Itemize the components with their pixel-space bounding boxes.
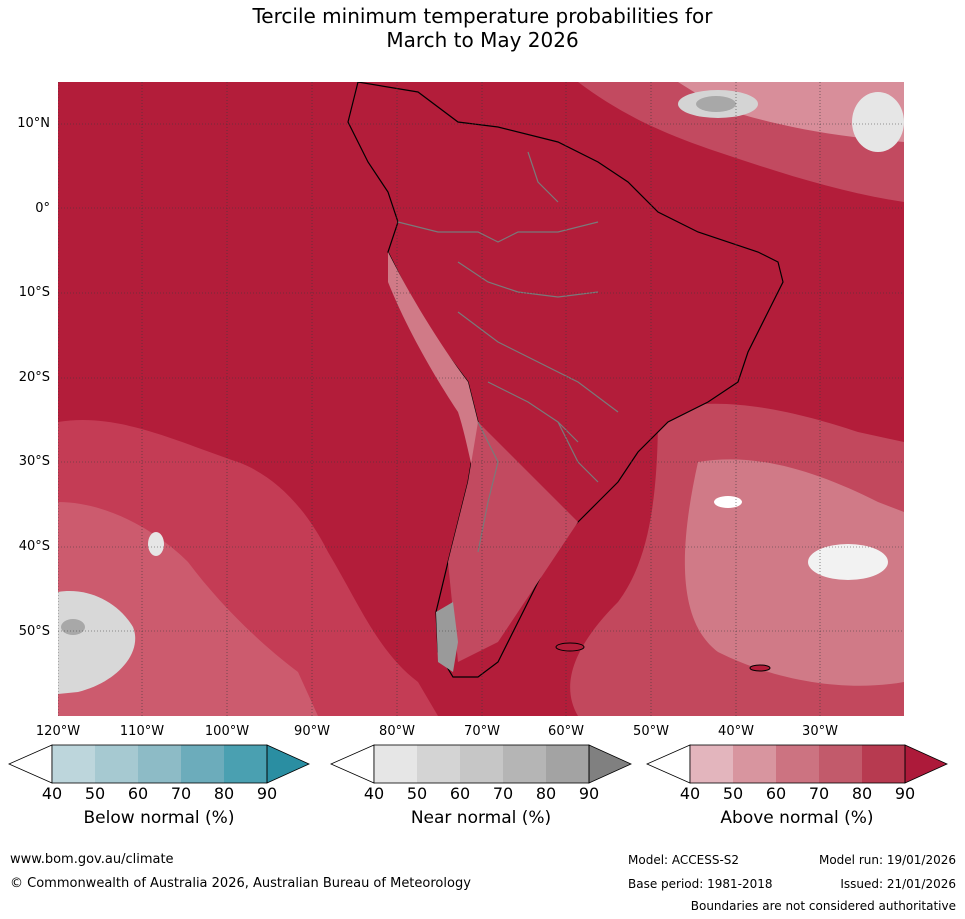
title-line-2: March to May 2026 xyxy=(386,28,579,52)
lon-label-30w: 30°W xyxy=(802,724,838,739)
cbar-near-tick-70: 70 xyxy=(492,784,514,803)
cbar-above-label: Above normal (%) xyxy=(720,808,874,828)
lon-label-60w: 60°W xyxy=(548,724,584,739)
cbar-above-seg-4 xyxy=(819,745,862,783)
cbar-above-tick-60: 60 xyxy=(765,784,787,803)
lat-label-10n: 10°N xyxy=(17,116,50,131)
cbar-above-seg-5 xyxy=(862,745,905,783)
lon-label-40w: 40°W xyxy=(718,724,754,739)
colorbar-below-normal xyxy=(8,744,310,784)
patch-southwest-grey xyxy=(58,591,136,694)
probability-map xyxy=(58,82,904,716)
lon-label-50w: 50°W xyxy=(633,724,669,739)
cbar-near-tick-50: 50 xyxy=(406,784,428,803)
footer-model-run: Model run: 19/01/2026 xyxy=(818,853,956,867)
cbar-below-seg-4 xyxy=(181,745,224,783)
patch-northeast xyxy=(852,92,904,152)
cbar-above-seg-2 xyxy=(733,745,776,783)
lon-label-80w: 80°W xyxy=(379,724,415,739)
lat-label-10s: 10°S xyxy=(18,285,50,300)
cbar-below-seg-1 xyxy=(52,745,95,783)
cbar-near-high-triangle xyxy=(588,744,632,784)
patch-south-atlantic-white xyxy=(808,544,888,580)
cbar-near-seg-3 xyxy=(460,745,503,783)
footer-copyright: © Commonwealth of Australia 2026, Austra… xyxy=(10,876,471,891)
cbar-near-seg-1 xyxy=(374,745,417,783)
cbar-near-label: Near normal (%) xyxy=(410,808,552,828)
cbar-above-seg-1 xyxy=(690,745,733,783)
footer-model: Model: ACCESS-S2 xyxy=(628,853,740,867)
cbar-below-tick-40: 40 xyxy=(41,784,63,803)
title-line-1: Tercile minimum temperature probabilitie… xyxy=(252,4,713,28)
cbar-near-tick-40: 40 xyxy=(363,784,385,803)
cbar-below-tick-70: 70 xyxy=(170,784,192,803)
footer-base-period: Base period: 1981-2018 xyxy=(628,877,773,891)
cbar-below-tick-50: 50 xyxy=(84,784,106,803)
footer-issued: Issued: 21/01/2026 xyxy=(840,877,956,891)
cbar-below-tick-90: 90 xyxy=(256,784,278,803)
lon-label-100w: 100°W xyxy=(204,724,250,739)
lon-label-110w: 110°W xyxy=(119,724,165,739)
patch-south-atlantic-white-2 xyxy=(714,496,742,508)
lat-label-20s: 20°S xyxy=(18,370,50,385)
patch-pacific xyxy=(148,532,164,556)
cbar-above-seg-3 xyxy=(776,745,819,783)
map-title: Tercile minimum temperature probabilitie… xyxy=(0,4,965,52)
patch-north-dark xyxy=(696,96,736,112)
cbar-near-tick-80: 80 xyxy=(535,784,557,803)
cbar-near-seg-5 xyxy=(546,745,589,783)
cbar-above-tick-70: 70 xyxy=(808,784,830,803)
lon-label-70w: 70°W xyxy=(464,724,500,739)
lat-label-40s: 40°S xyxy=(18,539,50,554)
cbar-near-seg-2 xyxy=(417,745,460,783)
cbar-below-high-triangle xyxy=(266,744,310,784)
lon-label-120w: 120°W xyxy=(35,724,81,739)
cbar-below-tick-80: 80 xyxy=(213,784,235,803)
chile-grey xyxy=(436,602,458,672)
patagonia-shade xyxy=(448,422,578,662)
cbar-below-tick-60: 60 xyxy=(127,784,149,803)
cbar-near-low-triangle xyxy=(330,744,375,784)
andes-light xyxy=(388,252,488,502)
lat-label-50s: 50°S xyxy=(18,624,50,639)
cbar-above-tick-80: 80 xyxy=(851,784,873,803)
patch-southwest-dark xyxy=(61,619,85,635)
lat-label-0: 0° xyxy=(35,201,50,216)
cbar-near-seg-4 xyxy=(503,745,546,783)
cbar-below-low-triangle xyxy=(8,744,53,784)
cbar-below-label: Below normal (%) xyxy=(83,808,235,828)
cbar-above-tick-50: 50 xyxy=(722,784,744,803)
cbar-above-tick-90: 90 xyxy=(894,784,916,803)
falkland-islands xyxy=(555,642,585,652)
cbar-near-tick-60: 60 xyxy=(449,784,471,803)
colorbar-near-normal xyxy=(330,744,632,784)
map-canvas xyxy=(58,82,904,716)
cbar-near-tick-90: 90 xyxy=(578,784,600,803)
cbar-below-seg-3 xyxy=(138,745,181,783)
cbar-above-tick-40: 40 xyxy=(679,784,701,803)
cbar-above-high-triangle xyxy=(904,744,948,784)
colorbar-above-normal xyxy=(646,744,948,784)
footer-disclaimer: Boundaries are not considered authoritat… xyxy=(690,899,956,913)
region-south-atlantic-inner xyxy=(684,459,904,686)
south-georgia xyxy=(749,664,771,672)
lat-label-30s: 30°S xyxy=(18,454,50,469)
cbar-below-seg-5 xyxy=(224,745,267,783)
graticule xyxy=(58,82,904,716)
cbar-below-seg-2 xyxy=(95,745,138,783)
lon-label-90w: 90°W xyxy=(294,724,330,739)
cbar-above-low-triangle xyxy=(646,744,691,784)
footer-website: www.bom.gov.au/climate xyxy=(10,852,174,867)
